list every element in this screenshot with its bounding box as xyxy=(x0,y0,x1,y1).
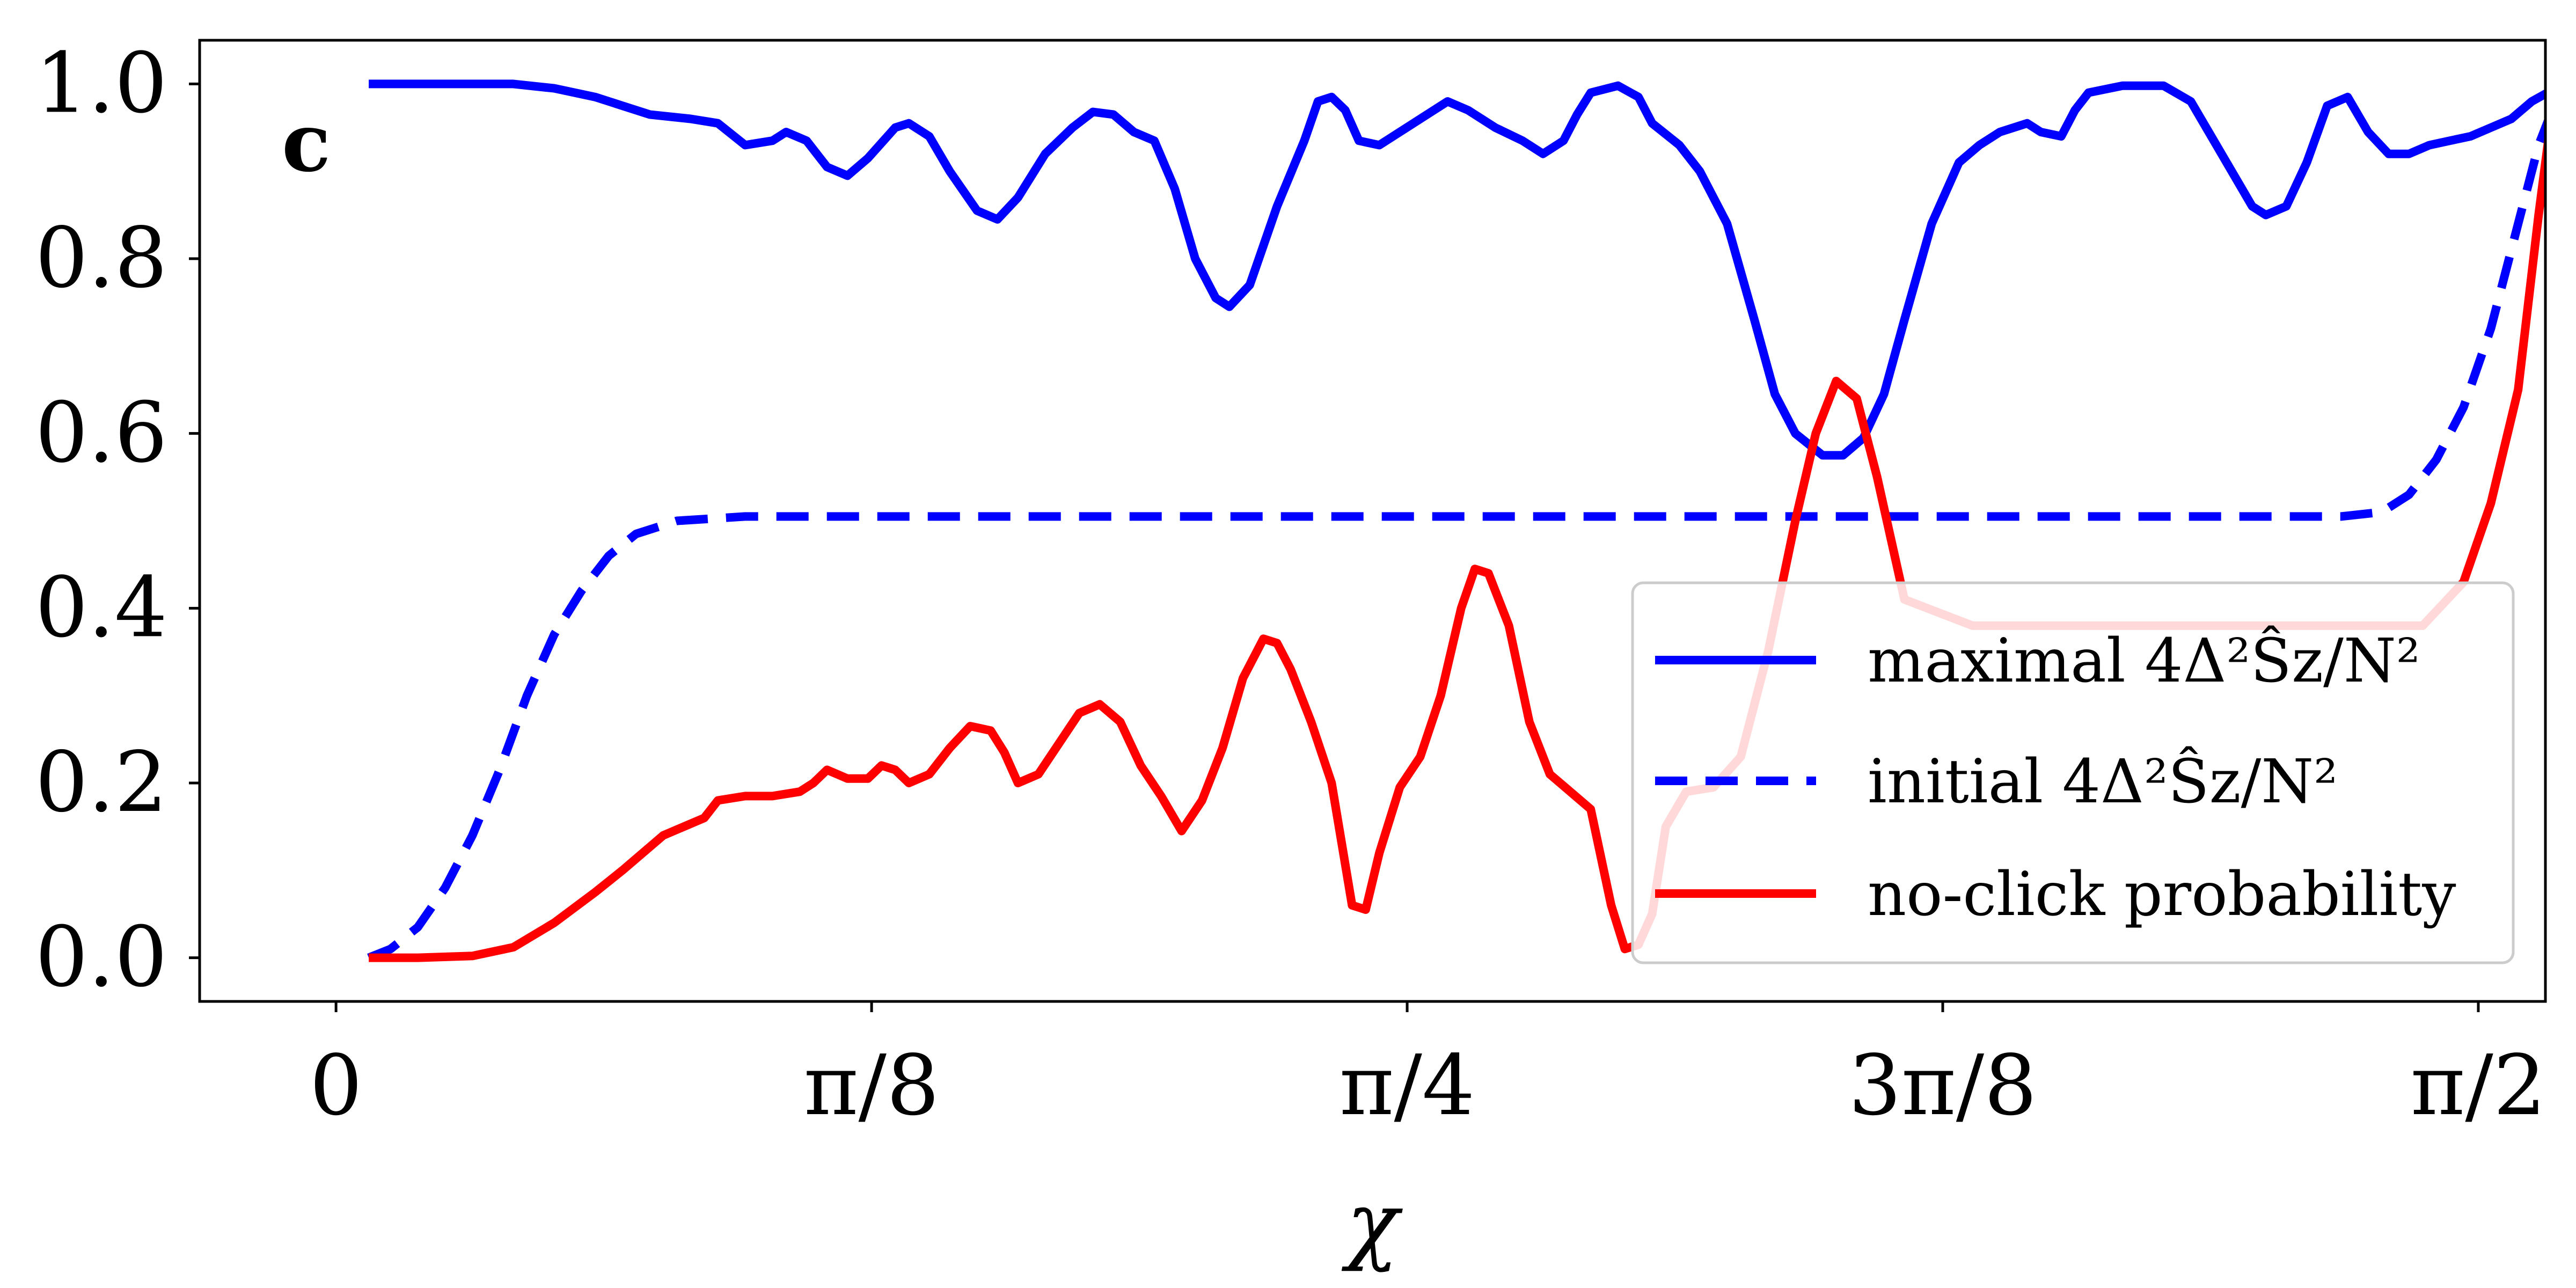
y-tick-label: 0.6 xyxy=(35,384,167,481)
x-axis-label: χ xyxy=(1341,1173,1403,1274)
y-tick-label: 1.0 xyxy=(35,34,167,131)
series-line-0 xyxy=(369,79,2545,460)
legend-label: no-click probability xyxy=(1868,860,2456,930)
series-line-2 xyxy=(369,129,2545,962)
legend-label: maximal 4Δ²Ŝz/N² xyxy=(1868,626,2420,696)
y-tick-label: 0.0 xyxy=(35,909,167,1006)
panel-label: c xyxy=(282,96,331,190)
series-line-1 xyxy=(367,115,2545,962)
x-tick-label: π/8 xyxy=(804,1037,940,1134)
x-tick-label: 0 xyxy=(310,1037,363,1134)
y-tick-label: 0.4 xyxy=(35,559,167,656)
plot-area-frame xyxy=(198,39,2547,1003)
series-layer xyxy=(367,79,2545,962)
legend-box xyxy=(1631,581,2515,964)
y-tick-label: 0.2 xyxy=(35,734,167,831)
x-tick-label: π/2 xyxy=(2411,1037,2546,1134)
legend: maximal 4Δ²Ŝz/N² initial 4Δ²Ŝz/N² no-click… xyxy=(1631,581,2515,964)
y-tick-label: 0.8 xyxy=(35,209,167,306)
x-tick-label: 3π/8 xyxy=(1848,1037,2037,1134)
x-tick-label: π/4 xyxy=(1340,1037,1475,1134)
ticks-layer: 0 π/8 π/4 3π/8 π/2 0.0 0.2 0.4 0.6 0.8 1.0 xyxy=(35,34,2546,1134)
legend-label: initial 4Δ²Ŝz/N² xyxy=(1868,747,2338,817)
